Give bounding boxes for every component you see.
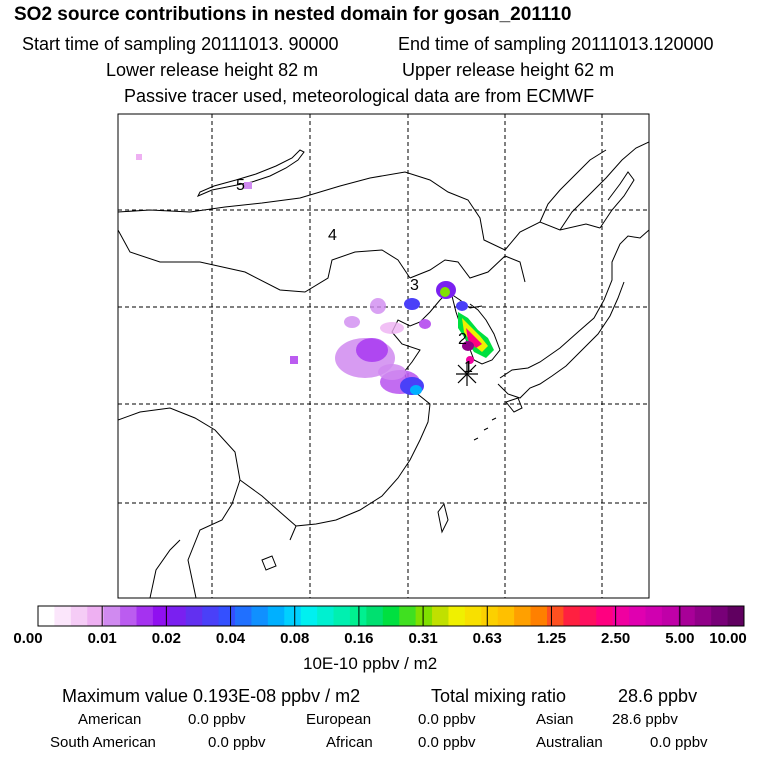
colorbar-swatch — [185, 606, 203, 626]
marker-1: 1 — [464, 359, 473, 376]
colorbar-tick-label: 1.25 — [536, 630, 567, 647]
region-american-value: 0.0 ppbv — [188, 711, 246, 728]
colorbar-tick-label: 0.00 — [13, 630, 43, 647]
colorbar-swatch — [629, 606, 646, 626]
colorbar — [38, 606, 745, 626]
marker-2: 2 — [458, 331, 467, 348]
colorbar-swatch — [596, 606, 614, 626]
colorbar-swatch — [514, 606, 532, 626]
max-value: Maximum value 0.193E-08 ppbv / m2 — [62, 686, 361, 706]
colorbar-swatch — [54, 606, 72, 626]
region-european-label: European — [306, 711, 372, 728]
colorbar-tick-label: 2.50 — [601, 630, 631, 647]
colorbar-swatch — [497, 606, 515, 626]
colorbar-swatch — [284, 606, 302, 626]
colorbar-swatch — [727, 606, 745, 626]
colorbar-swatch — [152, 606, 170, 626]
receptor-marker — [456, 362, 478, 386]
colorbar-tick-label: 0.02 — [151, 630, 181, 647]
start-time: Start time of sampling 20111013. 90000 — [22, 34, 339, 54]
colorbar-swatch — [300, 606, 318, 626]
colorbar-swatch — [530, 606, 548, 626]
colorbar-swatch — [563, 606, 581, 626]
region-australian-value: 0.0 ppbv — [650, 734, 708, 751]
colorbar-swatch — [120, 606, 138, 626]
region-south-american-label: South American — [50, 734, 156, 751]
total-mixing-value: 28.6 ppbv — [618, 686, 698, 706]
colorbar-swatch — [415, 606, 433, 626]
colorbar-swatch — [399, 606, 417, 626]
map-panel: 5 4 3 2 1 — [118, 114, 649, 598]
colorbar-swatch — [382, 606, 400, 626]
region-asian-value: 28.6 ppbv — [612, 711, 678, 728]
graticule — [118, 114, 649, 598]
end-time: End time of sampling 20111013.120000 — [398, 34, 714, 54]
colorbar-swatch — [218, 606, 236, 626]
region-african-label: African — [326, 734, 373, 751]
colorbar-tick-label: 0.31 — [408, 630, 438, 647]
colorbar-swatch — [235, 606, 252, 626]
colorbar-tick-label: 0.16 — [344, 630, 374, 647]
colorbar-swatch — [694, 606, 712, 626]
total-mixing-label: Total mixing ratio — [431, 686, 567, 706]
colorbar-frame — [37, 605, 745, 627]
colorbar-swatch — [366, 606, 384, 626]
colorbar-tick-label: 0.63 — [472, 630, 502, 647]
colorbar-swatch — [448, 606, 466, 626]
colorbar-tick-label: 10.00 — [709, 630, 747, 647]
colorbar-swatch — [661, 606, 679, 626]
colorbar-swatch — [333, 606, 351, 626]
region-american-label: American — [78, 711, 142, 728]
map-frame — [117, 113, 650, 599]
marker-5: 5 — [236, 177, 245, 194]
colorbar-swatch — [251, 606, 269, 626]
colorbar-swatch — [38, 606, 55, 626]
colorbar-swatch — [546, 606, 564, 626]
colorbar-swatch — [464, 606, 482, 626]
colorbar-swatch — [267, 606, 285, 626]
colorbar-tick-label: 0.08 — [280, 630, 310, 647]
colorbar-swatch — [87, 606, 105, 626]
colorbar-tick-label: 0.04 — [215, 630, 246, 647]
region-australian-label: Australian — [536, 734, 603, 751]
marker-3: 3 — [410, 277, 419, 294]
colorbar-swatch — [612, 606, 630, 626]
colorbar-swatch — [678, 606, 696, 626]
colorbar-swatch — [317, 606, 335, 626]
colorbar-unit: 10E-10 ppbv / m2 — [303, 654, 438, 673]
colorbar-swatch — [579, 606, 597, 626]
colorbar-swatch — [645, 606, 663, 626]
colorbar-swatch — [136, 606, 154, 626]
colorbar-swatch — [202, 606, 220, 626]
colorbar-swatch — [481, 606, 499, 626]
region-south-american-value: 0.0 ppbv — [208, 734, 266, 751]
colorbar-swatch — [169, 606, 187, 626]
colorbar-swatch — [70, 606, 88, 626]
concentration-field — [136, 154, 494, 395]
colorbar-tick-label: 5.00 — [665, 630, 695, 647]
colorbar-swatch — [432, 606, 449, 626]
chart-title: SO2 source contributions in nested domai… — [14, 4, 572, 25]
colorbar-tick-label: 0.01 — [87, 630, 117, 647]
region-european-value: 0.0 ppbv — [418, 711, 476, 728]
lower-release-height: Lower release height 82 m — [106, 60, 319, 80]
region-asian-label: Asian — [536, 711, 574, 728]
marker-4: 4 — [328, 227, 337, 244]
colorbar-swatch — [103, 606, 121, 626]
region-african-value: 0.0 ppbv — [418, 734, 476, 751]
colorbar-swatch — [711, 606, 729, 626]
upper-release-height: Upper release height 62 m — [402, 60, 615, 80]
tracer-note: Passive tracer used, meteorological data… — [124, 86, 595, 106]
